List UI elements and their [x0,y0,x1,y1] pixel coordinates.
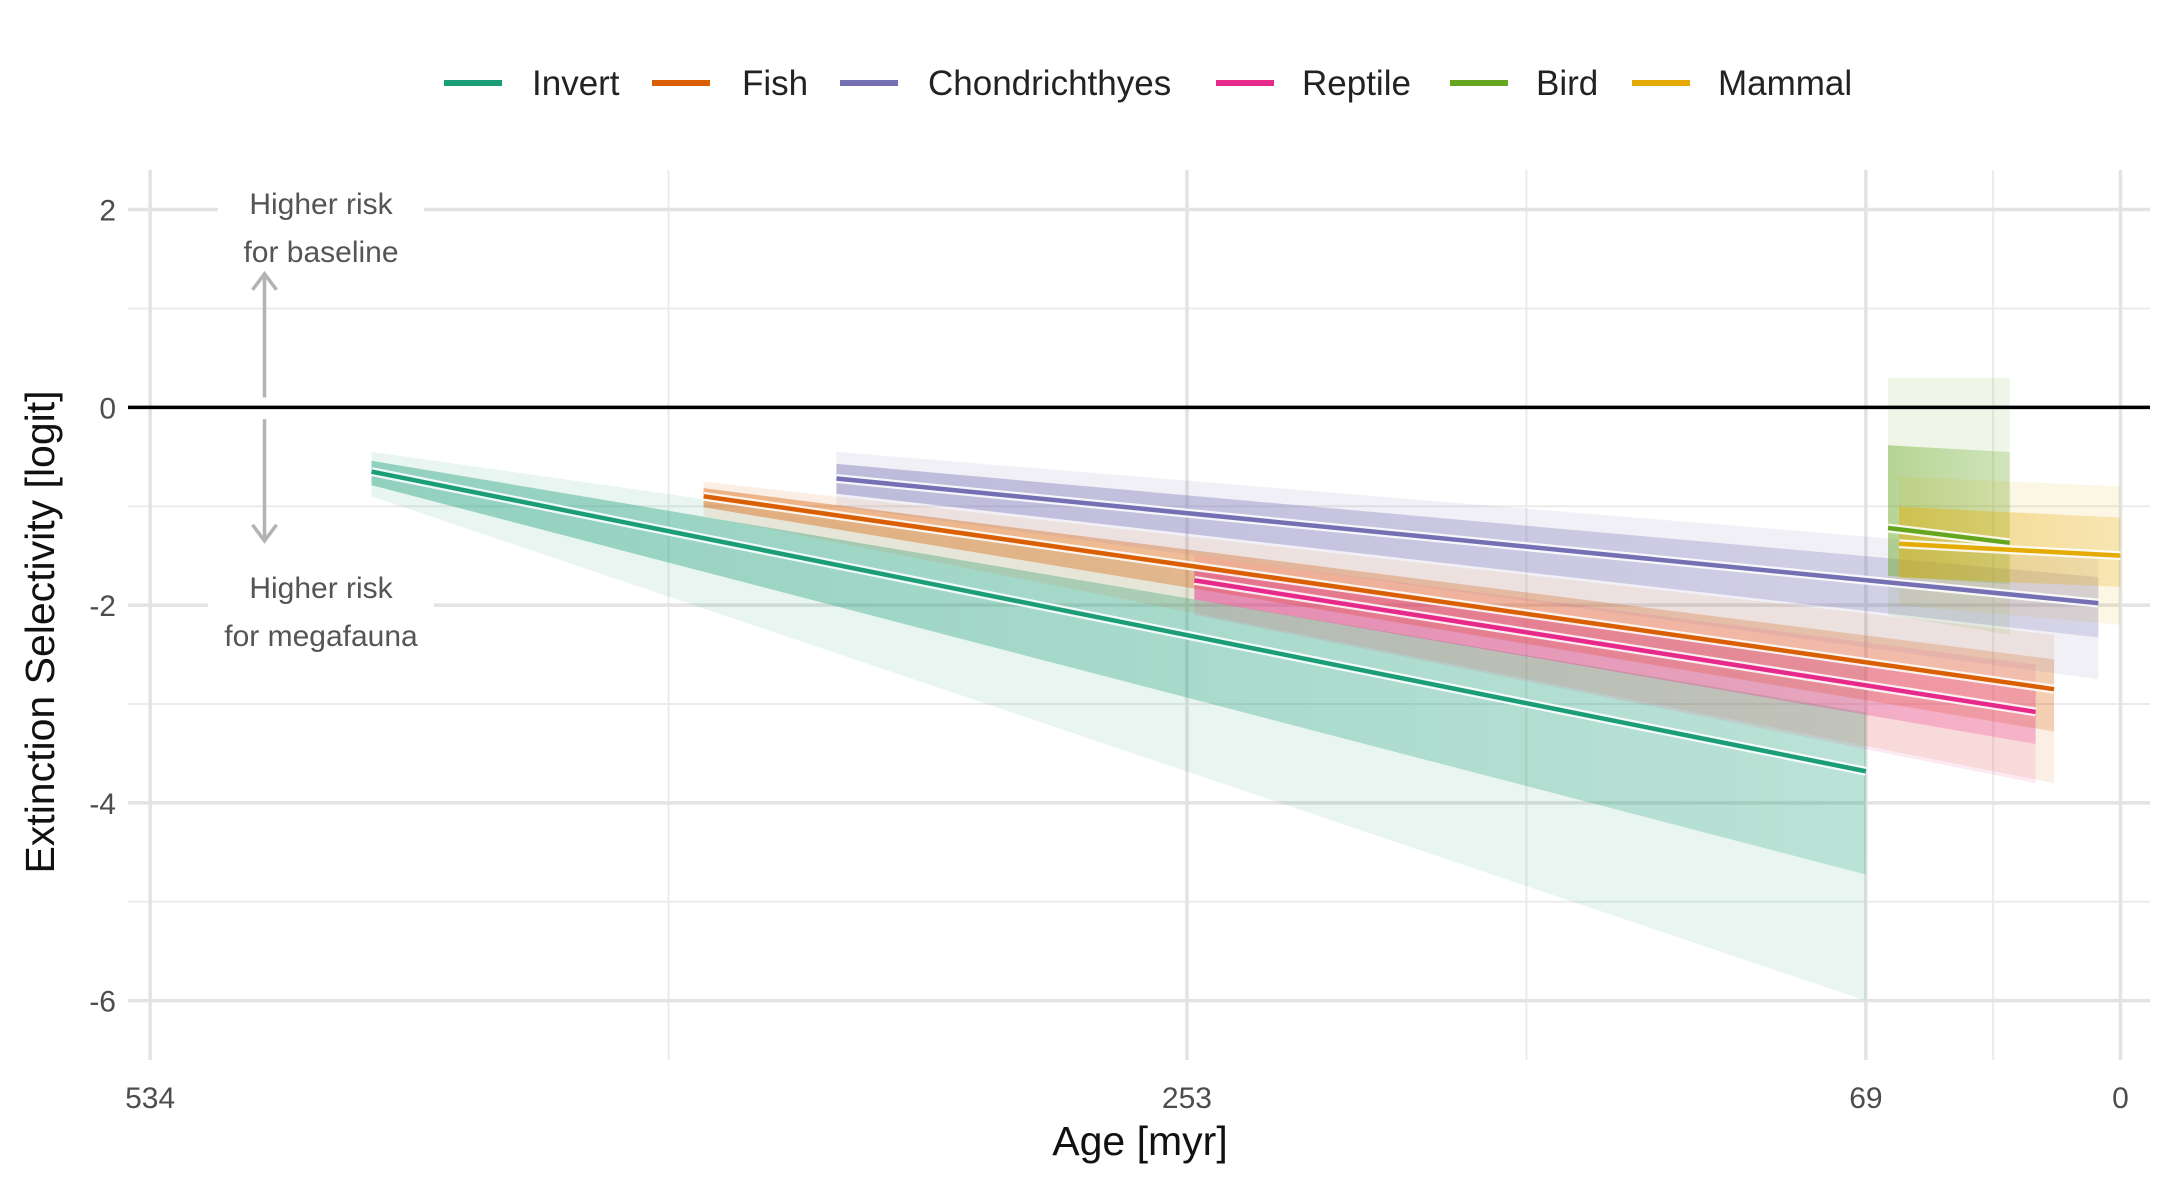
legend-label-fish: Fish [742,64,808,103]
uncertainty-band-invert [371,460,1866,875]
x-tick-label: 534 [125,1082,175,1115]
series-line-chondrichthyes [836,476,2099,606]
legend-label-bird: Bird [1536,64,1598,103]
lower-annotation-line2: for megafauna [224,620,418,653]
series-line-fish [703,494,2055,692]
y-tick-label: 2 [99,195,116,228]
x-tick-label: 253 [1162,1082,1212,1115]
legend-label-chondrichthyes: Chondrichthyes [928,64,1171,103]
y-tick-label: -4 [89,788,116,821]
series-line-bird [1887,525,2011,546]
legend-label-reptile: Reptile [1302,64,1411,103]
upper-annotation-line1: Higher risk [249,188,393,221]
series-line-mammal [1898,541,2121,558]
lower-arrow-head [251,523,278,544]
x-tick-label: 0 [2112,1082,2129,1115]
legend-label-mammal: Mammal [1718,64,1852,103]
uncertainty-band-outer-invert [371,451,1866,1001]
legend: Invert Fish Chondrichthyes Reptile Bird Mamma… [444,64,1852,103]
lower-annotation-box [208,563,434,659]
upper-annotation-box [218,180,424,276]
upper-arrow-head [251,270,278,291]
series-lines [370,467,2121,776]
legend-label-invert: Invert [532,64,620,103]
y-axis-title: Extinction Selectivity [logit] [17,390,63,873]
upper-annotation-line2: for baseline [243,236,398,269]
annotations: Higher risk for baseline Higher risk for… [208,180,434,659]
y-tick-label: 0 [99,392,116,425]
y-tick-label: -2 [89,590,116,623]
x-tick-label: 69 [1849,1082,1882,1115]
series-line-reptile [1193,578,2036,715]
x-axis-title: Age [myr] [1052,1118,1227,1164]
uncertainty-bands [371,377,2121,1001]
lower-annotation-line1: Higher risk [249,572,393,605]
series-line-invert [371,469,1867,774]
tick-labels: 2 0 -2 -4 -6 534 253 69 0 [89,195,2129,1115]
y-tick-label: -6 [89,986,116,1019]
